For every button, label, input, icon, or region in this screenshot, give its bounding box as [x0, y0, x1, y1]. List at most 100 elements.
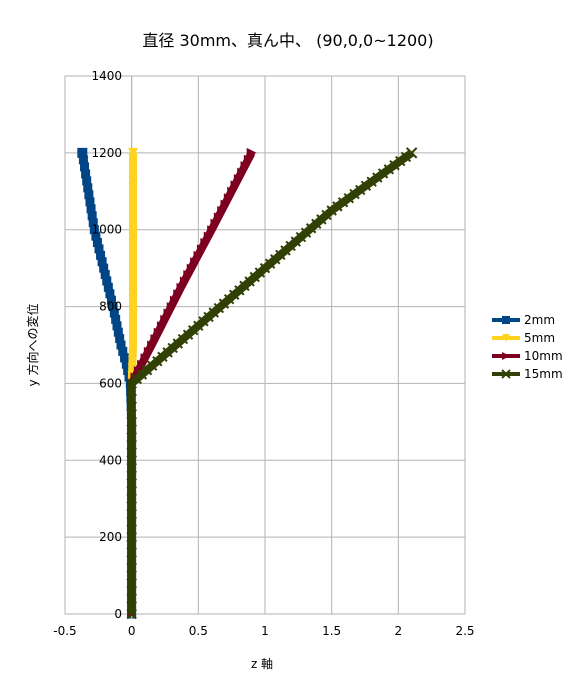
legend-marker: [502, 316, 510, 324]
data-point: [126, 432, 137, 443]
data-point: [126, 416, 137, 428]
data-point: [128, 309, 138, 319]
data-point: [85, 197, 95, 207]
y-tick-label: 0: [114, 607, 122, 621]
data-point: [176, 282, 186, 292]
y-tick-label: 800: [99, 300, 122, 314]
data-point: [153, 327, 163, 337]
data-point: [126, 447, 137, 458]
data-point: [128, 218, 138, 228]
data-point: [128, 239, 138, 249]
data-point: [126, 585, 137, 597]
data-point: [326, 205, 337, 216]
data-point: [126, 439, 137, 451]
data-point: [82, 176, 92, 186]
data-point: [246, 147, 257, 158]
data-point: [223, 193, 233, 203]
data-point: [196, 244, 206, 254]
data-point: [128, 274, 138, 284]
data-point: [156, 321, 166, 331]
data-point: [332, 201, 343, 212]
data-point: [126, 508, 137, 520]
y-tick-label: 1400: [91, 69, 122, 83]
data-point: [243, 154, 253, 164]
legend-label: 15mm: [524, 367, 563, 381]
data-point: [128, 267, 138, 277]
legend-entry: 5mm: [492, 331, 555, 345]
plot-area-series: [77, 147, 418, 620]
data-point: [128, 340, 138, 350]
data-point: [128, 225, 138, 235]
data-point: [183, 270, 193, 280]
data-point: [126, 501, 137, 512]
data-point: [160, 314, 170, 324]
data-point: [169, 295, 179, 305]
data-point: [126, 408, 137, 420]
data-point: [237, 167, 247, 177]
legend-label: 5mm: [524, 331, 555, 345]
data-point: [210, 218, 220, 228]
data-point: [126, 570, 137, 581]
data-point: [126, 485, 137, 497]
data-point: [217, 206, 227, 215]
data-point: [128, 260, 138, 270]
legend-entry: 10mm: [492, 349, 563, 363]
data-point: [200, 238, 210, 248]
x-tick-label: 1.5: [322, 624, 341, 638]
chart-title: 直径 30mm、真ん中、 (90,0,0~1200): [142, 31, 433, 50]
data-point: [126, 516, 137, 527]
data-point: [213, 212, 223, 222]
legend-marker: [501, 369, 511, 379]
legend-label: 10mm: [524, 349, 563, 363]
tick-labels: 0 200 400 600 800 1000 1200 1400 -0.5 0 0.5 1 1.5 2 2.…: [53, 69, 474, 638]
x-tick-label: 2.5: [455, 624, 474, 638]
legend-entry: 15mm: [492, 367, 563, 381]
data-point: [128, 204, 138, 214]
data-point: [128, 147, 138, 158]
data-point: [377, 168, 389, 179]
data-point: [83, 183, 93, 193]
data-point: [203, 231, 213, 241]
data-point: [150, 334, 160, 344]
data-point: [84, 190, 94, 200]
data-point: [87, 211, 97, 221]
data-point: [128, 169, 138, 179]
data-point: [126, 493, 137, 504]
data-point: [126, 554, 137, 566]
data-point: [128, 302, 138, 312]
data-point: [126, 547, 137, 558]
data-point: [126, 608, 137, 620]
data-point: [140, 353, 150, 363]
data-point: [126, 385, 137, 397]
y-tick-label: 600: [99, 376, 122, 390]
data-point: [81, 169, 91, 179]
data-point: [126, 601, 137, 612]
data-point: [233, 173, 243, 183]
x-tick-label: 0: [128, 624, 136, 638]
data-point: [366, 176, 377, 187]
y-tick-label: 1000: [91, 223, 122, 237]
data-point: [360, 180, 372, 192]
data-point: [372, 172, 383, 183]
legend-entry: 2mm: [492, 313, 555, 327]
data-point: [389, 160, 400, 171]
legend-marker: [502, 334, 510, 342]
data-point: [126, 462, 137, 474]
data-point: [147, 340, 157, 350]
data-point: [126, 478, 137, 489]
data-point: [220, 199, 230, 209]
data-point: [128, 246, 138, 256]
data-point: [126, 539, 137, 551]
data-point: [128, 162, 138, 172]
data-point: [128, 295, 138, 305]
series-15mm: [126, 147, 418, 620]
data-point: [126, 578, 137, 589]
x-axis-title: z 軸: [251, 657, 273, 671]
data-point: [193, 250, 203, 260]
data-point: [343, 192, 355, 204]
data-point: [179, 276, 189, 286]
data-point: [77, 147, 88, 158]
x-tick-label: 1: [261, 624, 269, 638]
data-point: [126, 393, 137, 405]
